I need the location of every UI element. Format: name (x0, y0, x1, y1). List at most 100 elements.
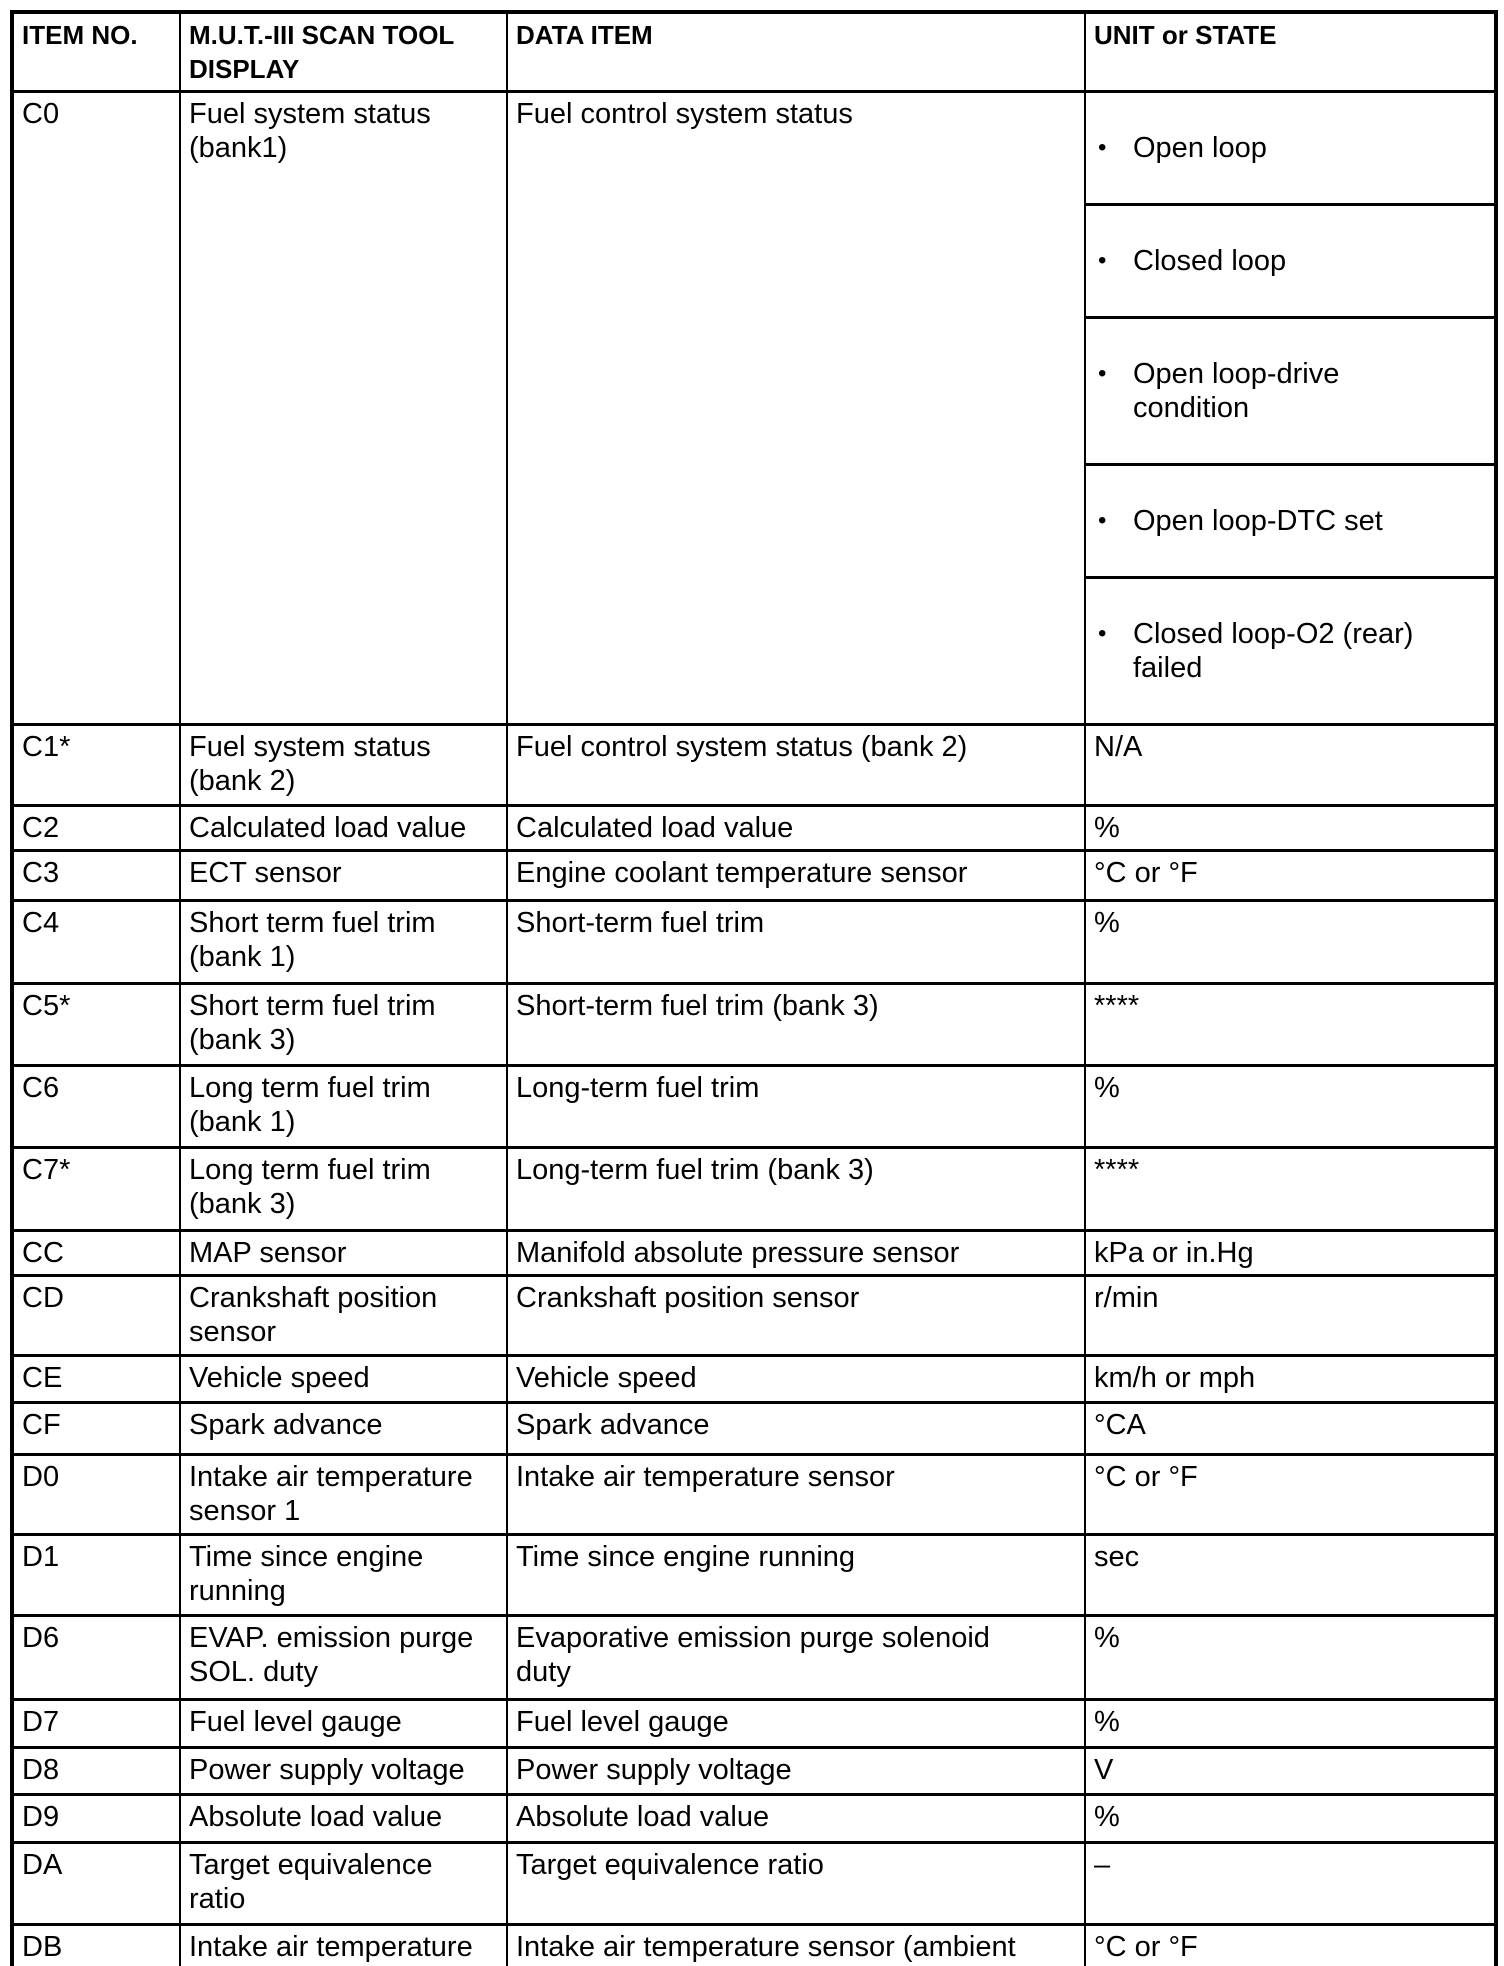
data-item-cell: Spark advance (506, 1401, 1086, 1456)
bullet-icon: • (1098, 620, 1107, 647)
header-item-no: ITEM NO. (11, 10, 181, 93)
scan-tool-display-cell: Fuel system status (bank 2) (179, 723, 508, 807)
bullet-icon: • (1098, 360, 1107, 387)
scan-tool-display-cell: Power supply voltage (179, 1746, 508, 1796)
unit-cell: N/A (1084, 723, 1497, 807)
data-item-cell: Intake air temperature sensor (506, 1453, 1086, 1536)
item-no-cell: C0 (11, 90, 181, 726)
item-no-cell: D1 (11, 1533, 181, 1617)
data-item-cell: Evaporative emission purge solenoid duty (506, 1614, 1086, 1701)
table-row: • Open loop-drive condition (12, 316, 1497, 466)
unit-state-cell: • Open loop-DTC set (1084, 463, 1497, 579)
table-row: DA Target equivalence ratio Target equiv… (11, 1841, 1497, 1926)
table-row: D0 Intake air temperature sensor 1 Intak… (11, 1453, 1497, 1536)
scan-tool-display-cell: Intake air temperature sensor 1 (179, 1453, 508, 1536)
data-item-cell: Manifold absolute pressure sensor (506, 1229, 1086, 1277)
table-row: D8 Power supply voltage Power supply vol… (11, 1746, 1497, 1796)
unit-state-cell: • Open loop-drive condition (1084, 316, 1497, 466)
unit-cell: °CA (1084, 1401, 1497, 1456)
state-label: Open loop-DTC set (1133, 505, 1383, 537)
scan-tool-display-cell: Calculated load value (179, 804, 508, 852)
table-row: CD Crankshaft position sensor Crankshaft… (11, 1274, 1497, 1357)
scan-tool-display-cell: Crankshaft position sensor (179, 1274, 508, 1357)
scan-tool-display-cell: Target equivalence ratio (179, 1841, 508, 1926)
unit-cell: % (1084, 1793, 1497, 1844)
scan-tool-display-cell: Fuel system status (bank1) (179, 90, 508, 726)
table-row: DB Intake air temperature sensor 1 Intak… (11, 1923, 1497, 1966)
scan-tool-display-cell: Vehicle speed (179, 1354, 508, 1404)
scan-tool-display-cell: Long term fuel trim (bank 3) (179, 1146, 508, 1232)
item-no-cell: D9 (11, 1793, 181, 1844)
table-row: C1* Fuel system status (bank 2) Fuel con… (11, 723, 1497, 807)
header-data-item: DATA ITEM (506, 10, 1086, 93)
scan-tool-display-cell: ECT sensor (179, 849, 508, 902)
unit-state-cell: • Open loop (1084, 90, 1497, 206)
table-row: • Open loop-DTC set (12, 463, 1497, 579)
unit-cell: sec (1084, 1533, 1497, 1617)
unit-state-cell: • Closed loop-O2 (rear) failed (1084, 576, 1497, 726)
data-item-cell: Fuel control system status (bank 2) (506, 723, 1086, 807)
table-row: C3 ECT sensor Engine coolant temperature… (11, 849, 1497, 902)
table-row: CF Spark advance Spark advance °CA (11, 1401, 1497, 1456)
unit-cell: % (1084, 1698, 1497, 1749)
unit-cell: r/min (1084, 1274, 1497, 1357)
unit-cell: % (1084, 1064, 1497, 1149)
header-unit-or-state: UNIT or STATE (1084, 10, 1497, 93)
item-no-cell: CC (11, 1229, 181, 1277)
scan-tool-display-cell: Long term fuel trim (bank 1) (179, 1064, 508, 1149)
state-label: Open loop (1133, 132, 1267, 164)
data-item-cell: Calculated load value (506, 804, 1086, 852)
scan-tool-display-cell: Intake air temperature sensor 1 (179, 1923, 508, 1966)
item-no-cell: D0 (11, 1453, 181, 1536)
data-item-cell: Fuel control system status (506, 90, 1086, 726)
bullet-icon: • (1098, 134, 1107, 161)
item-no-cell: CE (11, 1354, 181, 1404)
table-row: CE Vehicle speed Vehicle speed km/h or m… (11, 1354, 1497, 1404)
state-item: • Open loop-DTC set (1098, 504, 1488, 538)
unit-cell: kPa or in.Hg (1084, 1229, 1497, 1277)
table-row: C2 Calculated load value Calculated load… (11, 804, 1497, 852)
unit-cell: **** (1084, 1146, 1497, 1232)
data-item-cell: Absolute load value (506, 1793, 1086, 1844)
item-no-cell: C6 (11, 1064, 181, 1149)
table-row: D7 Fuel level gauge Fuel level gauge % (11, 1698, 1497, 1749)
item-no-cell: D6 (11, 1614, 181, 1701)
item-no-cell: C2 (11, 804, 181, 852)
data-item-cell: Short-term fuel trim (506, 899, 1086, 985)
item-no-cell: D7 (11, 1698, 181, 1749)
table-header-row: ITEM NO. M.U.T.-III SCAN TOOL DISPLAY DA… (11, 10, 1497, 93)
item-no-cell: DA (11, 1841, 181, 1926)
bullet-icon: • (1098, 507, 1107, 534)
data-item-cell: Long-term fuel trim (506, 1064, 1086, 1149)
table-row: C6 Long term fuel trim (bank 1) Long-ter… (11, 1064, 1497, 1149)
state-item: • Open loop (1098, 131, 1488, 165)
unit-state-cell: • Closed loop (1084, 203, 1497, 319)
state-label: Closed loop (1133, 245, 1287, 277)
data-item-cell: Long-term fuel trim (bank 3) (506, 1146, 1086, 1232)
scan-tool-display-cell: Short term fuel trim (bank 3) (179, 982, 508, 1067)
unit-cell: °C or °F (1084, 1923, 1497, 1966)
data-item-cell: Crankshaft position sensor (506, 1274, 1086, 1357)
scan-tool-display-cell: Spark advance (179, 1401, 508, 1456)
table-row: D9 Absolute load value Absolute load val… (11, 1793, 1497, 1844)
data-item-cell: Engine coolant temperature sensor (506, 849, 1086, 902)
scan-tool-data-table: ITEM NO. M.U.T.-III SCAN TOOL DISPLAY DA… (10, 10, 1498, 1966)
item-no-cell: CF (11, 1401, 181, 1456)
scan-tool-display-cell: Fuel level gauge (179, 1698, 508, 1749)
header-scan-tool-display: M.U.T.-III SCAN TOOL DISPLAY (179, 10, 508, 93)
scan-tool-display-cell: Short term fuel trim (bank 1) (179, 899, 508, 985)
table-row: D6 EVAP. emission purge SOL. duty Evapor… (11, 1614, 1497, 1701)
item-no-cell: D8 (11, 1746, 181, 1796)
item-no-cell: C1* (11, 723, 181, 807)
scan-tool-display-cell: EVAP. emission purge SOL. duty (179, 1614, 508, 1701)
table-row: • Closed loop (12, 203, 1497, 319)
unit-cell: °C or °F (1084, 1453, 1497, 1536)
unit-cell: – (1084, 1841, 1497, 1926)
data-item-cell: Power supply voltage (506, 1746, 1086, 1796)
state-label: Closed loop-O2 (rear) failed (1133, 618, 1414, 684)
unit-cell: °C or °F (1084, 849, 1497, 902)
state-item: • Closed loop-O2 (rear) failed (1098, 617, 1488, 685)
data-item-cell: Time since engine running (506, 1533, 1086, 1617)
data-item-cell: Vehicle speed (506, 1354, 1086, 1404)
